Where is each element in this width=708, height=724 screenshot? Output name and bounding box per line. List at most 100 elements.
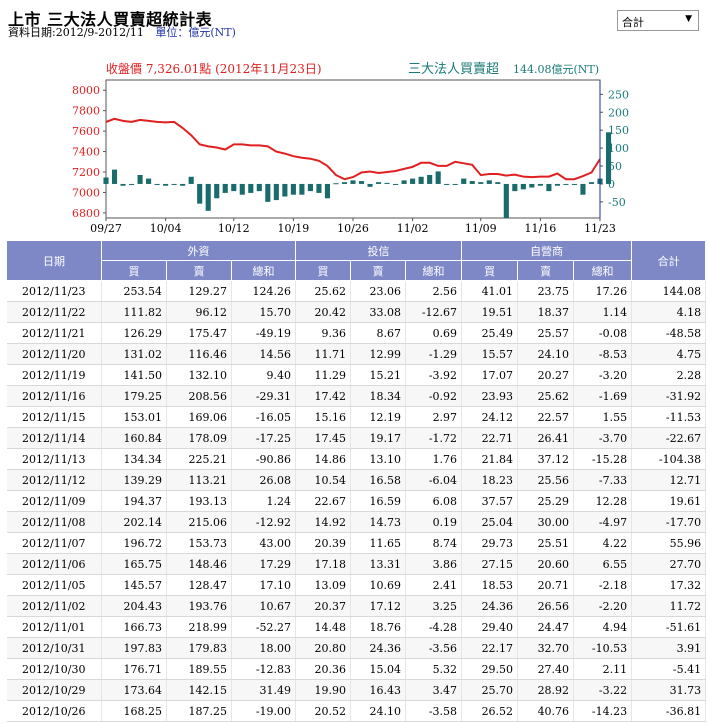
cell-value: 24.12	[461, 406, 519, 428]
x-tick-label: 10/26	[337, 222, 369, 235]
net-bar	[307, 183, 313, 192]
cell-value: 28.92	[517, 679, 575, 701]
data-period: 資料日期:2012/9-2012/11 單位：億元(NT)	[8, 24, 236, 40]
cell-value: 8.74	[405, 532, 463, 554]
cell-value: 16.43	[350, 679, 407, 701]
net-bar	[520, 183, 526, 190]
cell-value: 21.84	[461, 448, 519, 470]
cell-value: -29.31	[231, 385, 297, 407]
cell-value: 1.55	[573, 406, 633, 428]
cell-value: 31.73	[631, 679, 707, 701]
view-select-value: 合計	[622, 16, 644, 29]
cell-value: 16.59	[350, 490, 407, 512]
x-tick-label: 11/09	[465, 222, 497, 235]
col-dealer-sell: 賣	[517, 260, 575, 281]
col-total: 合計	[631, 240, 707, 281]
cell-date: 2012/11/13	[6, 448, 102, 470]
table-row: 2012/11/12 139.29 113.21 26.08 10.54 16.58 -6.…	[6, 469, 707, 491]
cell-value: 29.40	[461, 616, 519, 638]
cell-value: 132.10	[166, 364, 232, 386]
net-bar	[418, 176, 424, 184]
cell-value: -12.67	[405, 301, 463, 323]
net-bar	[265, 183, 271, 202]
cell-value: 12.19	[350, 406, 407, 428]
cell-value: 179.25	[101, 385, 167, 407]
cell-value: 12.28	[573, 490, 633, 512]
cell-value: 144.08	[631, 280, 707, 302]
col-trust-sell: 賣	[350, 260, 407, 281]
cell-value: 197.83	[101, 637, 167, 659]
cell-value: -3.70	[573, 427, 633, 449]
page-title: 上市 三大法人買賣超統計表	[8, 10, 213, 29]
cell-value: 10.54	[295, 469, 352, 491]
left-tick-label: 7600	[72, 125, 100, 138]
cell-value: -16.05	[231, 406, 297, 428]
cell-value: 41.01	[461, 280, 519, 302]
cell-value: 20.52	[295, 700, 352, 722]
cell-value: 15.16	[295, 406, 352, 428]
cell-date: 2012/11/16	[6, 385, 102, 407]
net-bar	[341, 182, 348, 184]
cell-date: 2012/11/01	[6, 616, 102, 638]
price-label: 收盤價 7,326.01點 (2012年11月23日)	[106, 62, 322, 76]
view-select[interactable]: 合計 ▼	[617, 10, 699, 31]
cell-value: 24.36	[461, 595, 519, 617]
net-bar	[282, 183, 288, 197]
cell-value: 194.37	[101, 490, 167, 512]
cell-value: 26.08	[231, 469, 297, 491]
cell-value: 13.09	[295, 574, 352, 596]
institutional-chart: 8000 7800 7600 7400 7200 7000 6800 250 200 150 100…	[72, 62, 629, 235]
cell-value: 128.47	[166, 574, 232, 596]
net-bar	[571, 183, 578, 185]
cell-value: 0.69	[405, 322, 463, 344]
cell-value: 17.07	[461, 364, 519, 386]
cell-value: 22.57	[517, 406, 575, 428]
cell-date: 2012/11/06	[6, 553, 102, 575]
right-tick-label: 0	[608, 178, 615, 191]
cell-date: 2012/10/30	[6, 658, 102, 680]
cell-value: 3.25	[405, 595, 463, 617]
cell-value: 4.18	[631, 301, 707, 323]
cell-value: -15.28	[573, 448, 633, 470]
table-row: 2012/11/05 145.57 128.47 17.10 13.09 10.69 2.4…	[6, 574, 707, 596]
cell-value: 15.57	[461, 343, 519, 365]
cell-value: 196.72	[101, 532, 167, 554]
cell-date: 2012/11/09	[6, 490, 102, 512]
net-bar	[350, 180, 356, 184]
cell-date: 2012/11/21	[6, 322, 102, 344]
table-row: 2012/10/29 173.64 142.15 31.49 19.90 16.43 3.4…	[6, 679, 707, 701]
cell-value: 3.47	[405, 679, 463, 701]
cell-value: 18.34	[350, 385, 407, 407]
cell-value: 2.41	[405, 574, 463, 596]
cell-date: 2012/11/07	[6, 532, 102, 554]
cell-value: -31.92	[631, 385, 707, 407]
cell-value: 13.31	[350, 553, 407, 575]
net-bar	[231, 183, 237, 192]
cell-value: -4.97	[573, 511, 633, 533]
x-tick-label: 11/16	[525, 222, 557, 235]
cell-date: 2012/10/26	[6, 700, 102, 722]
cell-value: 8.67	[350, 322, 407, 344]
net-bar	[324, 183, 331, 199]
cell-value: 141.50	[101, 364, 167, 386]
cell-value: 11.29	[295, 364, 352, 386]
cell-value: -1.29	[405, 343, 463, 365]
table-row: 2012/11/08 202.14 215.06 -12.92 14.92 14.73 0.…	[6, 511, 707, 533]
cell-value: 30.00	[517, 511, 575, 533]
cell-value: 126.29	[101, 322, 167, 344]
net-bar	[486, 180, 492, 184]
cell-value: 31.49	[231, 679, 297, 701]
cell-value: 166.73	[101, 616, 167, 638]
cell-value: 18.23	[461, 469, 519, 491]
cell-value: -5.41	[631, 658, 707, 680]
x-tick-label: 10/19	[278, 222, 310, 235]
cell-value: 17.10	[231, 574, 297, 596]
cell-value: 179.83	[166, 637, 232, 659]
cell-date: 2012/11/22	[6, 301, 102, 323]
table-row: 2012/11/02 204.43 193.76 10.67 20.37 17.12 3.2…	[6, 595, 707, 617]
net-bar	[197, 183, 203, 204]
net-bar	[588, 182, 595, 184]
cell-value: 25.62	[295, 280, 352, 302]
cell-value: 25.62	[517, 385, 575, 407]
cell-value: 23.75	[517, 280, 575, 302]
